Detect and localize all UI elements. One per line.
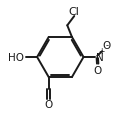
Text: O: O [92, 65, 101, 75]
Text: Cl: Cl [68, 7, 79, 17]
Text: O: O [44, 100, 52, 109]
Text: HO: HO [8, 53, 24, 62]
Text: -: - [105, 41, 108, 50]
Text: O: O [102, 41, 110, 51]
Text: N: N [95, 53, 103, 62]
Text: +: + [97, 46, 104, 55]
